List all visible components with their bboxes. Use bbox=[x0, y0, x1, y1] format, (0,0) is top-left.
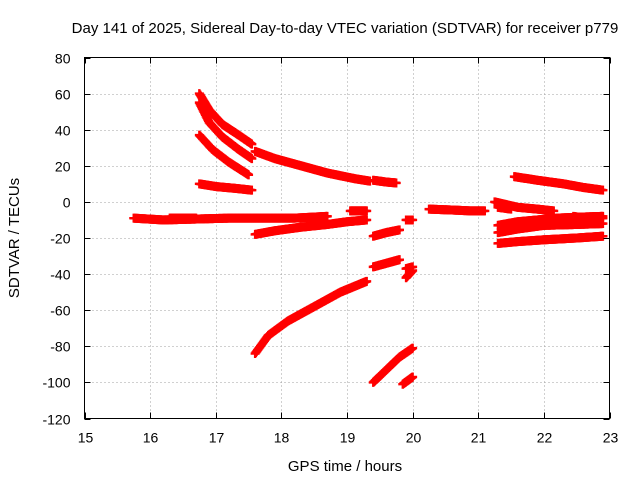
data-point bbox=[408, 215, 418, 225]
x-tick-label: 16 bbox=[143, 430, 159, 446]
series-n bbox=[368, 343, 418, 387]
y-axis-label: SDTVAR / TECUs bbox=[6, 178, 23, 298]
y-tick-label: -80 bbox=[50, 339, 70, 355]
x-tick-label: 17 bbox=[209, 430, 225, 446]
series-h bbox=[368, 175, 401, 188]
series-q bbox=[401, 265, 418, 283]
data-point bbox=[362, 215, 372, 225]
x-tick-label: 21 bbox=[471, 430, 487, 446]
series-g bbox=[250, 146, 375, 186]
series-l bbox=[250, 276, 372, 359]
series-u bbox=[493, 202, 516, 214]
data-point bbox=[408, 265, 418, 275]
x-tick-label: 19 bbox=[340, 430, 356, 446]
data-point bbox=[408, 343, 418, 353]
series-e bbox=[194, 98, 257, 164]
y-tick-label: 20 bbox=[55, 159, 71, 175]
y-tick-label: -40 bbox=[50, 267, 70, 283]
data-point bbox=[247, 154, 257, 164]
x-tick-label: 22 bbox=[537, 430, 553, 446]
series-f bbox=[194, 89, 257, 149]
series-k bbox=[368, 225, 404, 241]
data-marks bbox=[129, 89, 608, 389]
series-b bbox=[165, 213, 201, 223]
x-tick-label: 20 bbox=[406, 430, 422, 446]
y-tick-label: 0 bbox=[63, 195, 71, 211]
data-point bbox=[247, 185, 257, 195]
y-tick-label: -60 bbox=[50, 303, 70, 319]
series-s bbox=[424, 204, 490, 216]
series-r bbox=[401, 215, 418, 225]
data-point bbox=[395, 225, 404, 235]
series-y bbox=[493, 231, 608, 248]
data-point bbox=[191, 213, 201, 223]
data-point bbox=[506, 204, 516, 214]
y-tick-label: 60 bbox=[55, 87, 71, 103]
y-tick-label: 80 bbox=[55, 51, 71, 67]
series-j bbox=[345, 206, 372, 216]
series-d bbox=[194, 130, 254, 180]
x-tick-label: 15 bbox=[78, 430, 94, 446]
series-z bbox=[568, 211, 608, 223]
data-point bbox=[322, 211, 332, 221]
data-point bbox=[395, 255, 404, 265]
data-point bbox=[362, 276, 372, 286]
y-tick-label: -100 bbox=[42, 375, 70, 391]
data-point bbox=[247, 139, 257, 149]
series-i bbox=[250, 215, 372, 239]
x-tick-label: 23 bbox=[603, 430, 619, 446]
series-o bbox=[398, 372, 418, 389]
data-point bbox=[480, 206, 490, 216]
axis-ticks: 15 16 17 18 19 20 21 22 23 -120 -100 -80 -60 -40 -20 0 2… bbox=[42, 51, 618, 446]
data-point bbox=[598, 185, 608, 195]
y-tick-label: 40 bbox=[55, 123, 71, 139]
data-point bbox=[362, 206, 372, 216]
data-point bbox=[598, 213, 608, 223]
y-tick-label: -120 bbox=[42, 412, 70, 428]
series-v bbox=[509, 172, 608, 195]
x-tick-label: 18 bbox=[274, 430, 290, 446]
chart-title: Day 141 of 2025, Sidereal Day-to-day VTE… bbox=[72, 20, 619, 37]
data-point bbox=[391, 178, 401, 188]
data-point bbox=[244, 170, 254, 180]
x-axis-label: GPS time / hours bbox=[288, 458, 402, 475]
series-x bbox=[493, 219, 608, 238]
data-point bbox=[408, 372, 418, 382]
series-m bbox=[368, 255, 404, 272]
y-tick-label: -20 bbox=[50, 231, 70, 247]
series-c bbox=[194, 179, 257, 195]
data-point bbox=[598, 231, 608, 241]
